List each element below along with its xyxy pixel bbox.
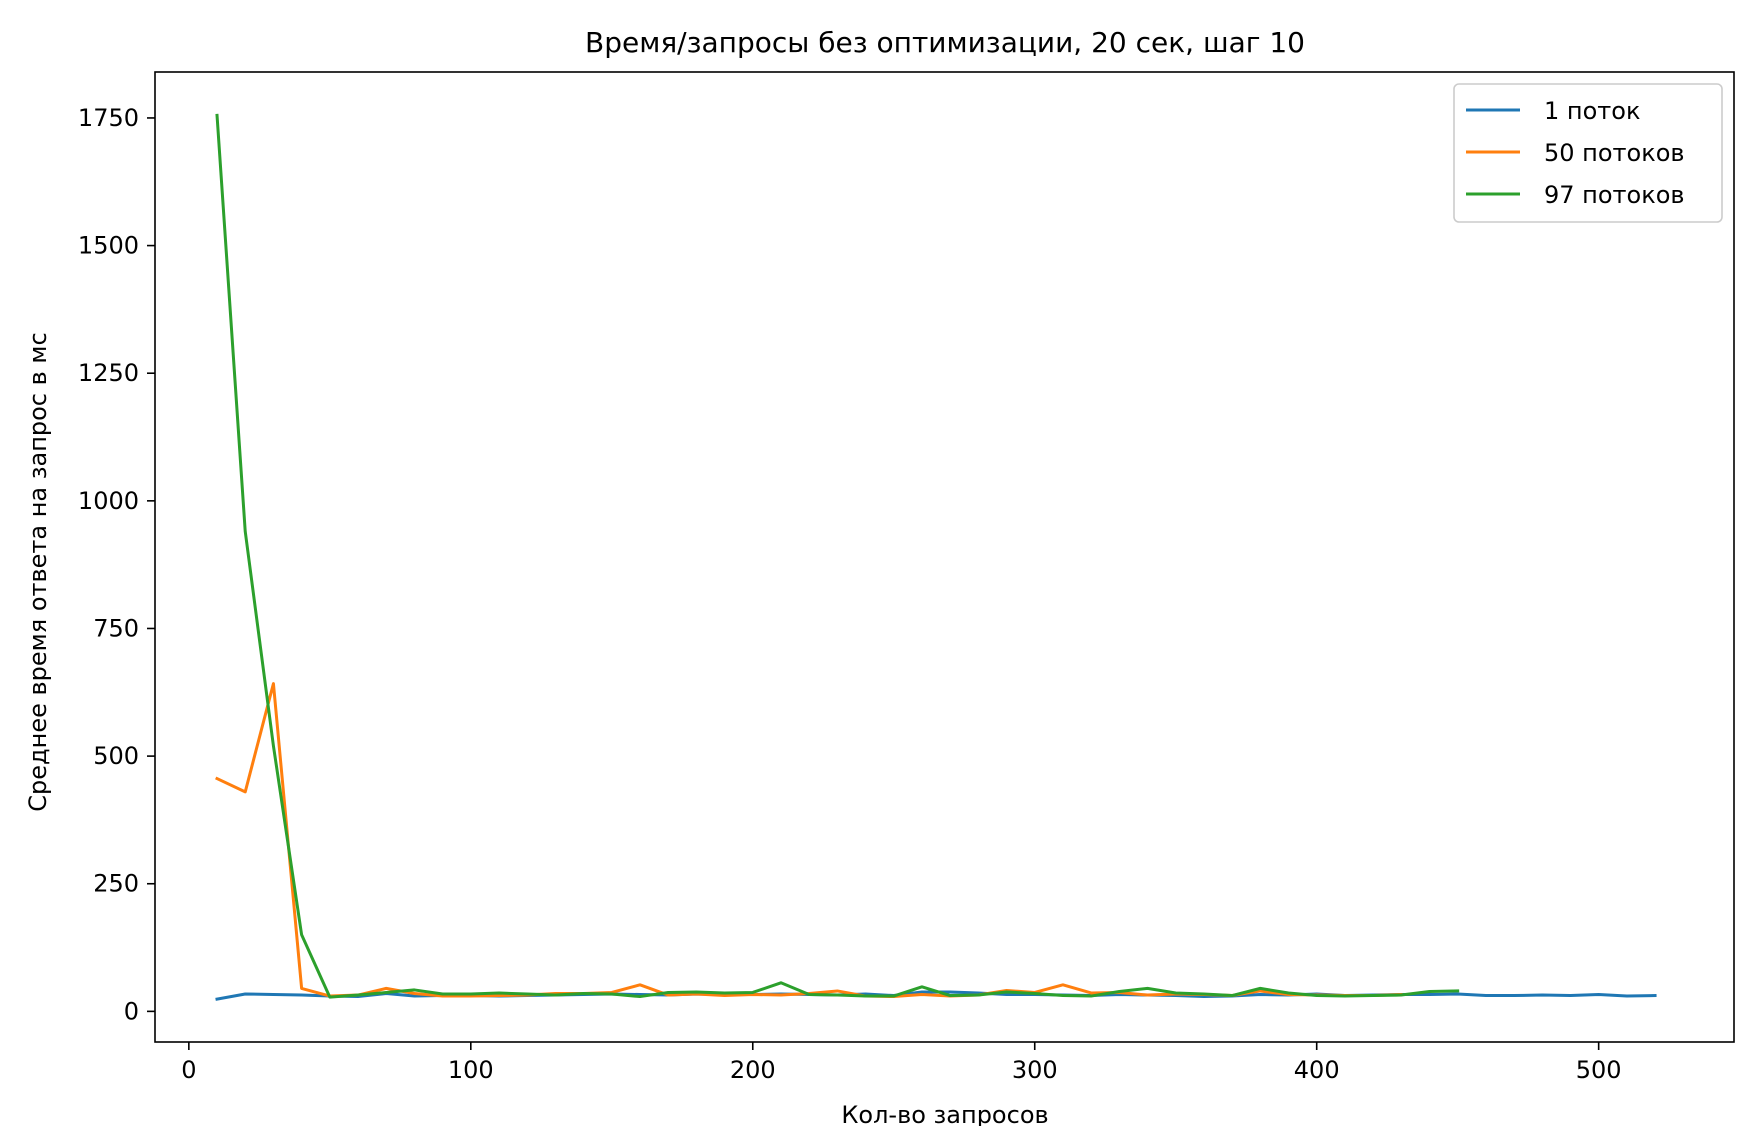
x-tick-label: 100: [448, 1056, 494, 1084]
y-tick-label: 1000: [78, 487, 139, 515]
legend-label: 1 поток: [1544, 97, 1640, 125]
y-axis: 0 250 500 750 1000 1250 1500 1750: [78, 104, 155, 1025]
y-tick-label: 750: [93, 614, 139, 642]
legend-label: 50 потоков: [1544, 139, 1685, 167]
y-tick-label: 0: [124, 997, 139, 1025]
x-axis: 0 100 200 300 400 500: [181, 1042, 1622, 1084]
y-tick-label: 250: [93, 870, 139, 898]
x-tick-label: 300: [1012, 1056, 1058, 1084]
x-axis-label: Кол-во запросов: [841, 1101, 1048, 1126]
y-tick-label: 1750: [78, 104, 139, 132]
series-line-3: [215, 113, 1460, 999]
legend: 1 поток 50 потоков 97 потоков: [1453, 83, 1723, 223]
plot-frame: [154, 71, 1735, 1043]
chart-title: Время/запросы без оптимизации, 20 сек, ш…: [585, 26, 1305, 59]
y-tick-label: 1250: [78, 359, 139, 387]
x-tick-label: 0: [181, 1056, 196, 1084]
x-tick-label: 200: [730, 1056, 776, 1084]
series-group: [215, 113, 1657, 1001]
x-tick-label: 500: [1576, 1056, 1622, 1084]
y-tick-label: 1500: [78, 232, 139, 260]
y-axis-label: Среднее время ответа на запрос в мс: [24, 332, 52, 811]
legend-box: [1453, 83, 1723, 223]
legend-label: 97 потоков: [1544, 181, 1685, 209]
y-tick-label: 500: [93, 742, 139, 770]
x-tick-label: 400: [1294, 1056, 1340, 1084]
